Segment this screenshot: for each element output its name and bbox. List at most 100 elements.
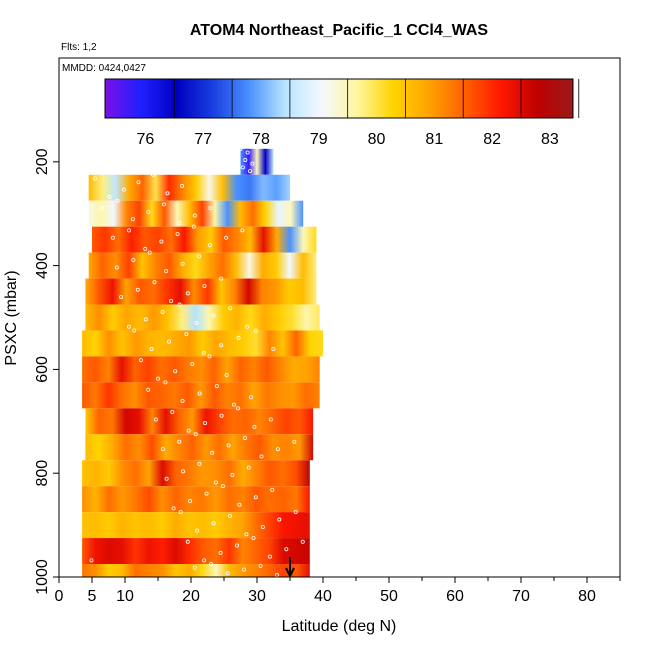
sample-marker [185, 291, 190, 296]
sample-marker [253, 495, 258, 500]
sample-marker [275, 447, 280, 452]
sample-marker [259, 454, 264, 459]
sample-marker [250, 161, 255, 166]
x-tick-label: 20 [182, 588, 200, 605]
sample-marker [119, 295, 124, 300]
sample-marker [151, 172, 156, 177]
sample-marker [163, 380, 168, 385]
sample-marker [132, 328, 137, 333]
sample-marker [177, 302, 182, 307]
heatmap-band [85, 408, 314, 435]
colorbar-tick-label: 81 [425, 131, 443, 148]
sample-marker [197, 391, 202, 396]
sample-marker [219, 413, 224, 418]
sample-marker [238, 146, 243, 151]
colorbar-tick-label: 78 [252, 131, 270, 148]
sample-marker [236, 335, 241, 340]
sample-marker [114, 265, 119, 270]
sample-marker [224, 235, 229, 240]
sample-marker [181, 469, 186, 474]
sample-marker [230, 473, 235, 478]
sample-marker [147, 250, 152, 255]
heatmap-band [82, 564, 310, 577]
sample-marker [143, 246, 148, 251]
colorbar [104, 78, 574, 119]
x-tick-label: 70 [512, 588, 530, 605]
sample-marker [213, 480, 218, 485]
sample-marker [267, 554, 272, 559]
sample-marker [210, 450, 215, 455]
sample-marker [92, 176, 97, 181]
sample-marker [245, 324, 250, 329]
sample-marker [115, 198, 120, 203]
sample-marker [180, 183, 185, 188]
sample-marker [270, 487, 275, 492]
sample-marker [193, 432, 198, 437]
heatmap-band [88, 174, 290, 201]
heatmap-cells [82, 148, 323, 577]
sample-marker [153, 417, 158, 422]
sample-marker [240, 165, 245, 170]
sample-marker [192, 213, 197, 218]
sample-marker [243, 157, 248, 162]
colorbar-tick-label: 77 [194, 131, 212, 148]
sample-marker [126, 324, 131, 329]
colorbar-tick-label: 80 [368, 131, 386, 148]
y-axis: 200 400 600 800 1000 [34, 148, 59, 595]
y-tick-label: 400 [34, 252, 51, 279]
colorbar-tick-label: 76 [137, 131, 155, 148]
dates-label: MMDD: 0424,0427 [62, 63, 146, 74]
sample-marker [136, 180, 141, 185]
y-axis-label: PSXC (mbar) [3, 270, 20, 365]
sample-marker [226, 443, 231, 448]
colorbar-tick-label: 79 [310, 131, 328, 148]
colorbar-tick-label: 83 [541, 131, 559, 148]
sample-marker [160, 309, 165, 314]
y-tick-label: 1000 [34, 559, 51, 595]
sample-marker [89, 558, 94, 563]
sample-marker [218, 550, 223, 555]
sample-marker [202, 283, 207, 288]
sample-marker [227, 513, 232, 518]
sample-marker [211, 313, 216, 318]
sample-marker [208, 206, 213, 211]
heatmap-band [88, 252, 317, 279]
sample-marker [169, 298, 174, 303]
sample-marker [167, 339, 172, 344]
sample-marker [156, 376, 161, 381]
sample-marker [161, 202, 166, 207]
sample-marker [149, 347, 154, 352]
heatmap-band [85, 304, 320, 331]
sample-marker [171, 506, 176, 511]
heatmap-band [82, 486, 310, 513]
sample-marker [235, 406, 240, 411]
sample-marker [207, 354, 212, 359]
latitude-marker-arrow [285, 557, 295, 579]
heatmap-band [82, 356, 320, 383]
x-tick-label: 80 [578, 588, 596, 605]
sample-marker [201, 350, 206, 355]
sample-marker [242, 567, 247, 572]
sample-marker [225, 571, 230, 576]
sample-marker [180, 261, 185, 266]
sample-marker [252, 424, 257, 429]
colorbar-tick-label: 82 [483, 131, 501, 148]
sample-marker [143, 317, 148, 322]
sample-marker [195, 528, 200, 533]
sample-marker [211, 521, 216, 526]
sample-marker [249, 395, 254, 400]
sample-marker [146, 209, 151, 214]
x-tick-label: 10 [116, 588, 134, 605]
y-tick-label: 200 [34, 148, 51, 175]
heatmap-band [85, 278, 317, 305]
heatmap-band [82, 460, 310, 487]
sample-marker [207, 243, 212, 248]
sample-marker [186, 428, 191, 433]
sample-marker [177, 220, 182, 225]
sample-marker [192, 565, 197, 570]
x-tick-label: 50 [380, 588, 398, 605]
sample-marker [131, 258, 136, 263]
sample-marker [293, 510, 298, 515]
sample-marker [173, 369, 178, 374]
